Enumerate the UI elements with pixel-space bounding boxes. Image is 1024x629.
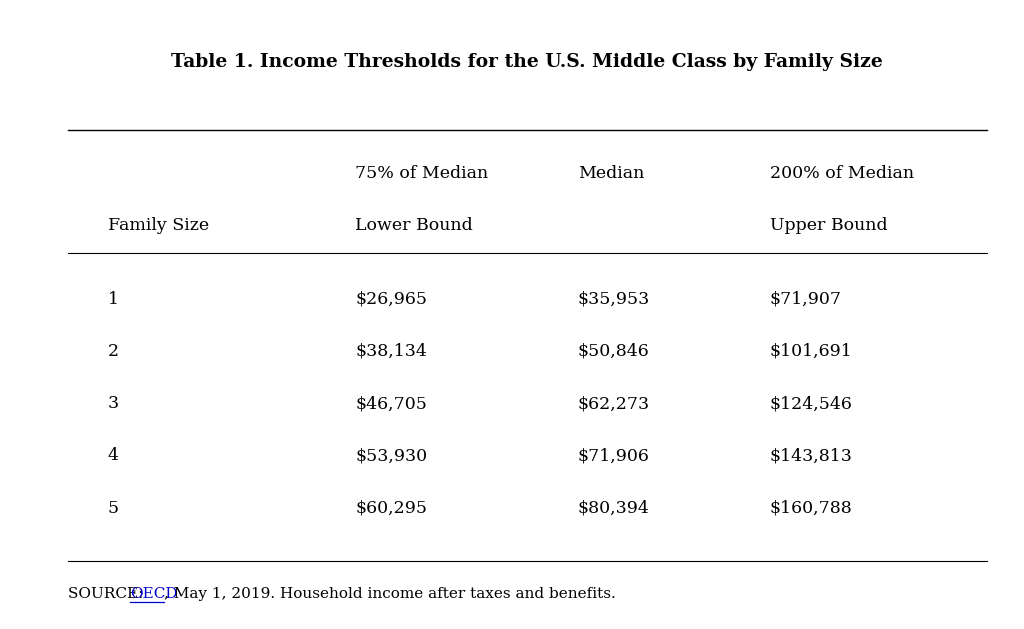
Text: Lower Bound: Lower Bound [355,217,473,234]
Text: $71,906: $71,906 [578,447,649,464]
Text: 200% of Median: 200% of Median [770,165,913,182]
Text: Upper Bound: Upper Bound [770,217,887,234]
Text: , May 1, 2019. Household income after taxes and benefits.: , May 1, 2019. Household income after ta… [164,587,615,601]
Text: $62,273: $62,273 [578,395,650,412]
Text: $38,134: $38,134 [355,343,427,360]
Text: 4: 4 [108,447,119,464]
Text: $35,953: $35,953 [578,291,650,308]
Text: $50,846: $50,846 [578,343,649,360]
Text: OECD: OECD [130,587,178,601]
Text: $46,705: $46,705 [355,395,427,412]
Text: $80,394: $80,394 [578,500,649,517]
Text: 2: 2 [108,343,119,360]
Text: $124,546: $124,546 [770,395,852,412]
Text: 75% of Median: 75% of Median [355,165,488,182]
Text: 1: 1 [108,291,119,308]
Text: $71,907: $71,907 [770,291,842,308]
Text: $26,965: $26,965 [355,291,427,308]
Text: $53,930: $53,930 [355,447,428,464]
Text: $143,813: $143,813 [770,447,852,464]
Text: SOURCE:: SOURCE: [68,587,147,601]
Text: $160,788: $160,788 [770,500,852,517]
Text: $101,691: $101,691 [770,343,852,360]
Text: Table 1. Income Thresholds for the U.S. Middle Class by Family Size: Table 1. Income Thresholds for the U.S. … [171,53,883,71]
Text: Family Size: Family Size [108,217,209,234]
Text: 3: 3 [108,395,119,412]
Text: 5: 5 [108,500,119,517]
Text: Median: Median [578,165,644,182]
Text: $60,295: $60,295 [355,500,427,517]
